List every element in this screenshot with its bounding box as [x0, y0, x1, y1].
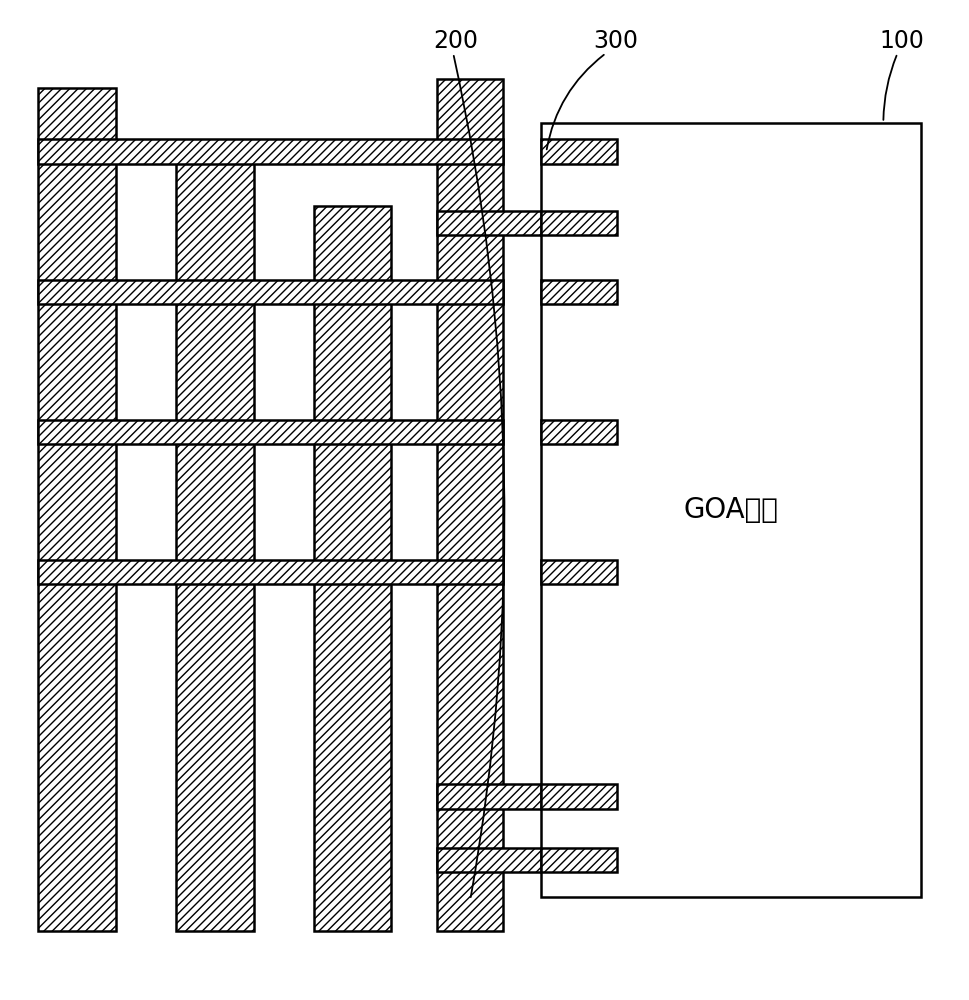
- Bar: [542, 123, 922, 897]
- Bar: [542, 139, 617, 164]
- Bar: [175, 147, 254, 931]
- Text: 100: 100: [880, 29, 924, 53]
- Bar: [542, 123, 922, 897]
- Bar: [38, 560, 504, 584]
- Bar: [437, 784, 570, 809]
- Bar: [542, 420, 617, 444]
- Text: 200: 200: [433, 29, 479, 53]
- Bar: [38, 279, 504, 304]
- Bar: [314, 206, 391, 931]
- Bar: [542, 784, 617, 809]
- Bar: [542, 560, 617, 584]
- Bar: [542, 848, 617, 872]
- Bar: [437, 79, 504, 931]
- Bar: [437, 211, 570, 235]
- Text: GOA电路: GOA电路: [684, 496, 779, 524]
- Bar: [38, 420, 504, 444]
- Text: 300: 300: [593, 29, 638, 53]
- Bar: [38, 139, 504, 164]
- Bar: [437, 848, 570, 872]
- Bar: [542, 211, 617, 235]
- Bar: [38, 88, 116, 931]
- Bar: [542, 279, 617, 304]
